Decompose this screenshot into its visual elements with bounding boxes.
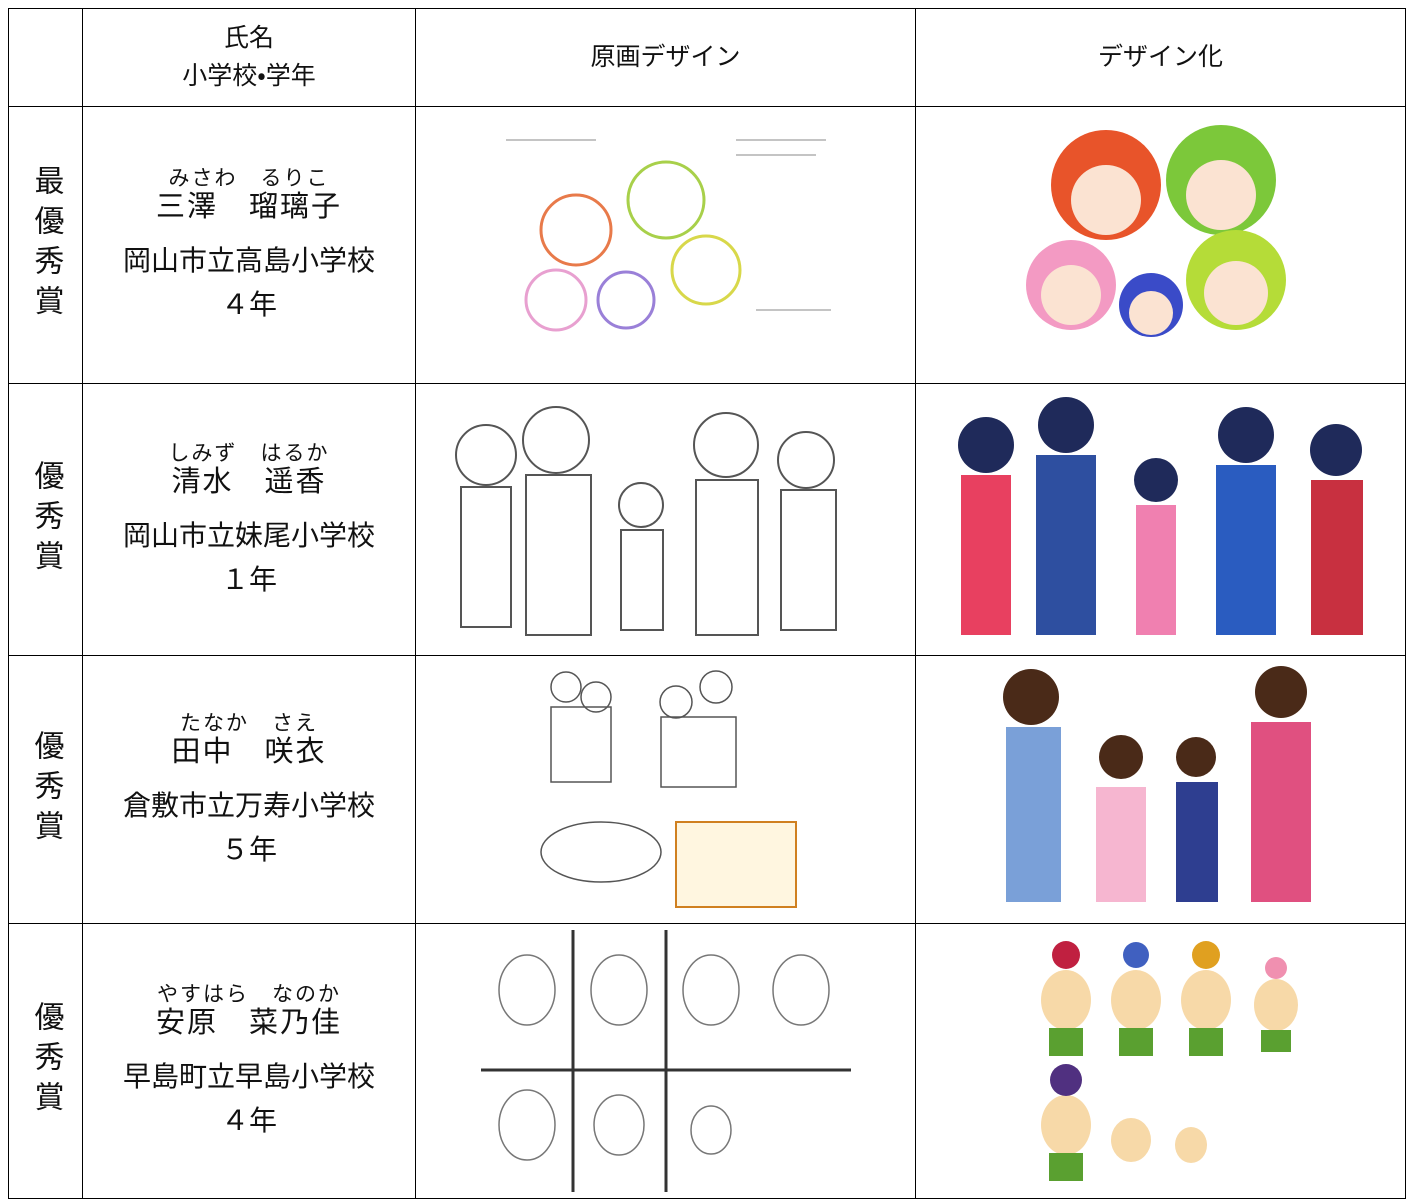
header-cell: 氏名 小学校・学年 bbox=[82, 8, 416, 107]
illustration bbox=[957, 396, 1363, 635]
reading: しみず はるか bbox=[168, 440, 330, 465]
illustration bbox=[1025, 125, 1286, 337]
award-cell: 優秀賞 bbox=[8, 655, 83, 924]
header-row: 氏名小学校・学年 原画デザイン デザイン化 bbox=[8, 8, 1406, 107]
school: 倉敷市立万寿小学校 bbox=[122, 790, 375, 822]
person-cell: やすはら なのか 安原 菜乃佳早島町立早島小学校 ４年 bbox=[82, 923, 416, 1199]
original-cell bbox=[415, 383, 916, 656]
design-cell bbox=[915, 106, 1406, 384]
original-cell bbox=[415, 655, 916, 924]
row: 優秀賞 やすはら なのか 安原 菜乃佳早島町立早島小学校 ４年 bbox=[8, 923, 1406, 1199]
name: 三澤 瑠璃子 bbox=[155, 191, 342, 223]
reading: みさわ るりこ bbox=[168, 166, 330, 190]
illustration bbox=[1002, 666, 1311, 902]
award: 優秀賞 bbox=[29, 1001, 63, 1121]
school: 早島町立早島小学校 bbox=[122, 1062, 375, 1093]
header-name: 氏名 bbox=[223, 24, 274, 52]
school: 岡山市立高島小学校 bbox=[122, 246, 375, 277]
grade: ４年 bbox=[220, 290, 277, 321]
grade: １年 bbox=[220, 564, 277, 596]
award-table: 氏名小学校・学年 原画デザイン デザイン化 最優秀賞 みさわ るりこ 三澤 瑠璃子… bbox=[8, 8, 1406, 1199]
name: 田中 咲衣 bbox=[171, 735, 327, 768]
row: 優秀賞 たなか さえ 田中 咲衣倉敷市立万寿小学校 ５年 bbox=[8, 655, 1406, 924]
grade: ５年 bbox=[220, 834, 277, 866]
original-cell bbox=[415, 106, 916, 384]
original-cell bbox=[415, 923, 916, 1199]
row: 優秀賞 しみず はるか 清水 遥香岡山市立妹尾小学校 １年 bbox=[8, 383, 1406, 656]
design-cell bbox=[915, 655, 1406, 924]
award-cell: 最優秀賞 bbox=[8, 106, 83, 384]
person-cell: しみず はるか 清水 遥香岡山市立妹尾小学校 １年 bbox=[82, 383, 416, 656]
header-design: デザイン化 bbox=[915, 8, 1406, 107]
award: 最優秀賞 bbox=[29, 165, 63, 325]
header-cell bbox=[8, 8, 83, 107]
drawing bbox=[480, 930, 851, 1192]
drawing bbox=[454, 405, 837, 636]
grade: ４年 bbox=[220, 1106, 277, 1137]
design-cell bbox=[915, 923, 1406, 1199]
name: 清水 遥香 bbox=[171, 465, 327, 498]
award-cell: 優秀賞 bbox=[8, 923, 83, 1199]
row: 最優秀賞 みさわ るりこ 三澤 瑠璃子岡山市立高島小学校 ４年 bbox=[8, 106, 1406, 384]
drawing bbox=[539, 670, 797, 908]
award: 優秀賞 bbox=[29, 459, 63, 580]
name: 安原 菜乃佳 bbox=[155, 1007, 342, 1039]
header-original: 原画デザイン bbox=[415, 8, 916, 107]
award: 優秀賞 bbox=[29, 729, 63, 850]
reading: やすはら なのか bbox=[157, 982, 341, 1006]
person-cell: たなか さえ 田中 咲衣倉敷市立万寿小学校 ５年 bbox=[82, 655, 416, 924]
header-school: 小学校・学年 bbox=[182, 62, 316, 90]
illustration bbox=[1040, 941, 1298, 1181]
award-cell: 優秀賞 bbox=[8, 383, 83, 656]
person-cell: みさわ るりこ 三澤 瑠璃子岡山市立高島小学校 ４年 bbox=[82, 106, 416, 384]
school: 岡山市立妹尾小学校 bbox=[122, 520, 375, 552]
drawing bbox=[505, 139, 831, 332]
reading: たなか さえ bbox=[180, 710, 318, 735]
design-cell bbox=[915, 383, 1406, 656]
